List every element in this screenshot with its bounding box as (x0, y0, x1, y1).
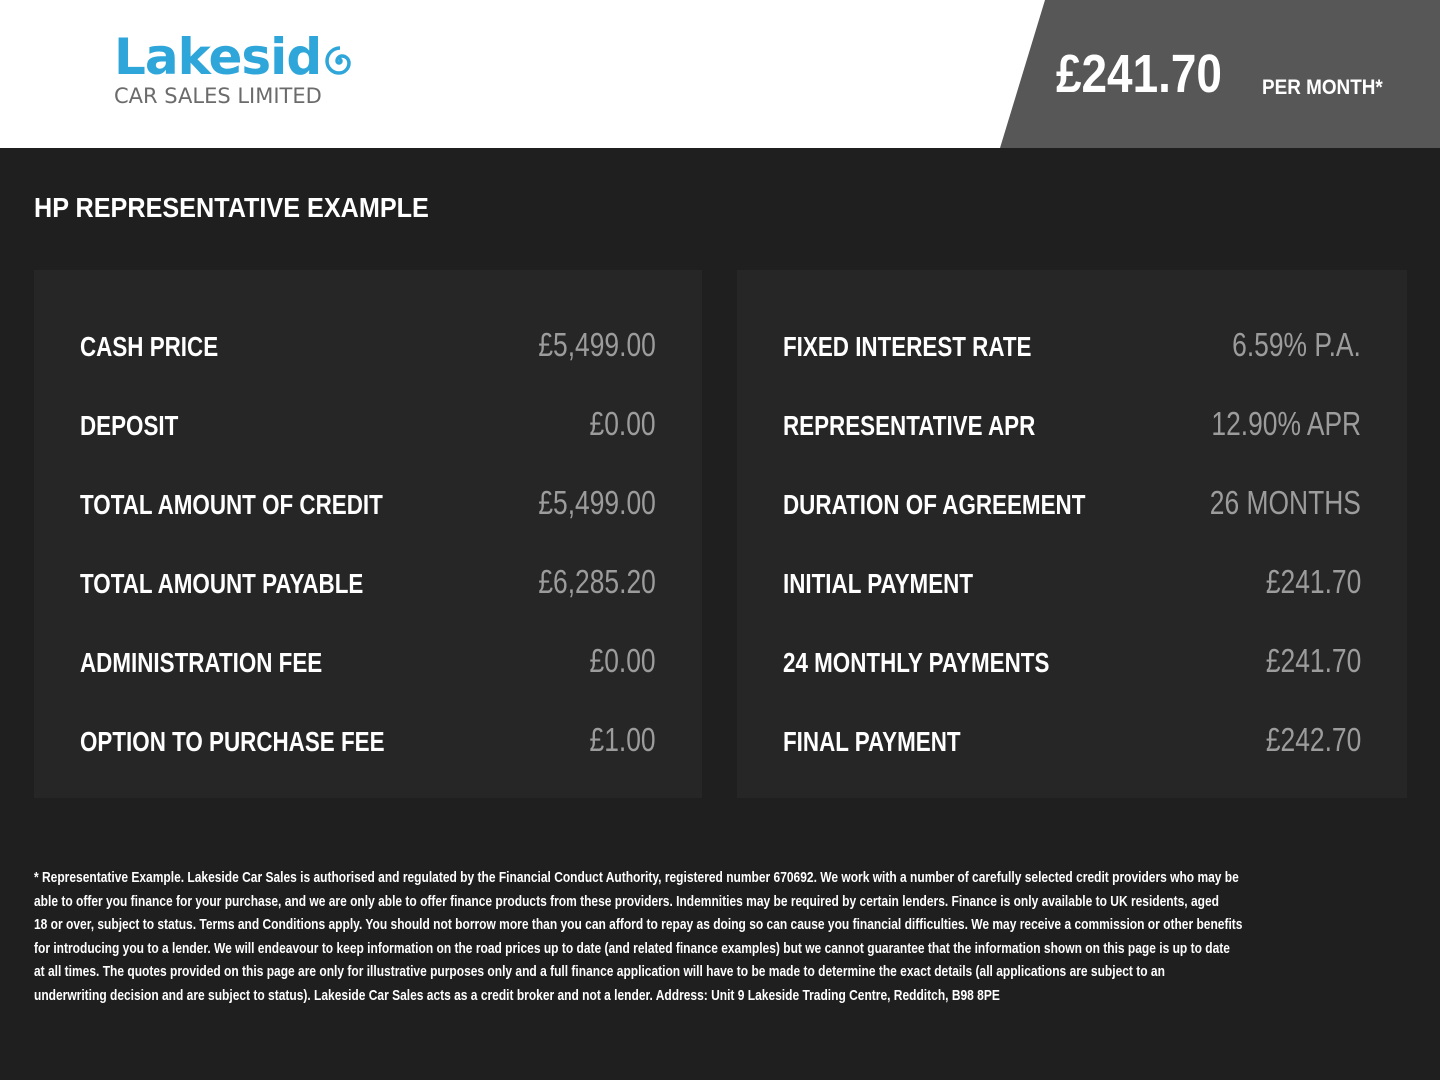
row-value: £5,499.00 (538, 326, 656, 363)
row-label: ADMINISTRATION FEE (80, 647, 323, 678)
row-initial-payment: INITIAL PAYMENT £241.70 (783, 563, 1361, 603)
header: Lakesid CAR SALES LIMITED £241.70 PER MO… (0, 0, 1440, 148)
per-month-label: PER MONTH* (1262, 76, 1383, 99)
row-label: FIXED INTEREST RATE (783, 331, 1032, 362)
row-label: OPTION TO PURCHASE FEE (80, 726, 385, 757)
row-total-payable: TOTAL AMOUNT PAYABLE £6,285.20 (80, 563, 656, 603)
finance-details-right: FIXED INTEREST RATE 6.59% P.A. REPRESENTA… (737, 270, 1407, 798)
row-label: CASH PRICE (80, 331, 219, 362)
row-apr: REPRESENTATIVE APR 12.90% APR (783, 405, 1361, 445)
row-total-credit: TOTAL AMOUNT OF CREDIT £5,499.00 (80, 484, 656, 524)
row-monthly-payments: 24 MONTHLY PAYMENTS £241.70 (783, 642, 1361, 682)
row-value: £5,499.00 (538, 484, 656, 521)
row-value: 12.90% APR (1211, 405, 1361, 442)
logo-name: Lakesid (114, 28, 322, 86)
monthly-price: £241.70 (1056, 44, 1222, 104)
spiral-icon (325, 46, 351, 75)
disclaimer-line: at all times. The quotes provided on thi… (34, 963, 1165, 981)
disclaimer-line: * Representative Example. Lakeside Car S… (34, 869, 1239, 886)
row-value: £0.00 (589, 642, 656, 679)
row-duration: DURATION OF AGREEMENT 26 MONTHS (783, 484, 1361, 524)
row-label: REPRESENTATIVE APR (783, 410, 1036, 441)
logo-subtitle: CAR SALES LIMITED (114, 84, 322, 108)
price-badge (1000, 0, 1440, 148)
row-deposit: DEPOSIT £0.00 (80, 405, 656, 445)
lakeside-logo[interactable]: Lakesid CAR SALES LIMITED (114, 30, 355, 108)
disclaimer-line: underwriting decision and are subject to… (34, 986, 1000, 1004)
page-title: HP REPRESENTATIVE EXAMPLE (34, 192, 429, 223)
row-value: £0.00 (589, 405, 656, 442)
row-label: INITIAL PAYMENT (783, 568, 974, 599)
finance-details-left: CASH PRICE £5,499.00 DEPOSIT £0.00 TOTAL A… (34, 270, 702, 798)
row-label: FINAL PAYMENT (783, 726, 961, 757)
row-interest-rate: FIXED INTEREST RATE 6.59% P.A. (783, 326, 1361, 366)
row-label: 24 MONTHLY PAYMENTS (783, 647, 1050, 678)
row-value: £1.00 (589, 721, 656, 758)
row-value: 6.59% P.A. (1232, 326, 1361, 363)
row-label: TOTAL AMOUNT PAYABLE (80, 568, 364, 599)
row-value: £6,285.20 (538, 563, 656, 600)
row-value: 26 MONTHS (1209, 484, 1361, 521)
row-admin-fee: ADMINISTRATION FEE £0.00 (80, 642, 656, 682)
row-value: £242.70 (1265, 721, 1361, 758)
row-value: £241.70 (1265, 563, 1361, 600)
row-value: £241.70 (1265, 642, 1361, 679)
disclaimer-line: able to offer you finance for your purch… (34, 892, 1219, 910)
disclaimer-line: for introducing you to a lender. We will… (34, 939, 1230, 957)
row-cash-price: CASH PRICE £5,499.00 (80, 326, 656, 366)
row-label: DURATION OF AGREEMENT (783, 489, 1086, 520)
row-option-fee: OPTION TO PURCHASE FEE £1.00 (80, 721, 656, 761)
row-final-payment: FINAL PAYMENT £242.70 (783, 721, 1361, 761)
row-label: DEPOSIT (80, 410, 179, 441)
row-label: TOTAL AMOUNT OF CREDIT (80, 489, 383, 520)
disclaimer-line: 18 or over, subject to status. Terms and… (34, 916, 1243, 934)
disclaimer: * Representative Example. Lakeside Car S… (34, 866, 1334, 1008)
